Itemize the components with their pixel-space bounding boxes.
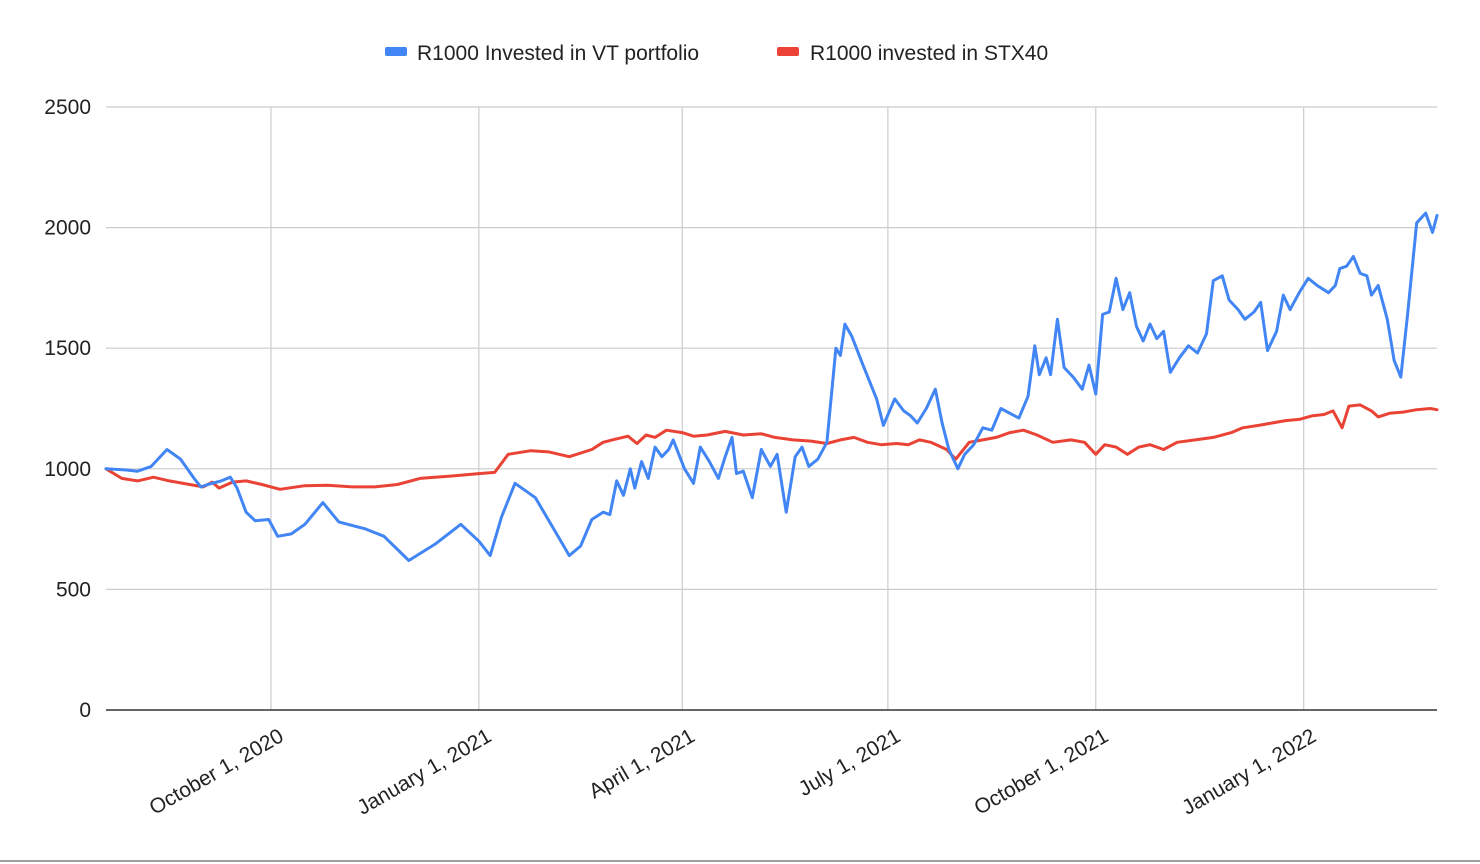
legend: R1000 Invested in VT portfolio R1000 inv… <box>385 42 1048 65</box>
x-tick-label: October 1, 2020 <box>146 724 288 819</box>
series-line-stx40 <box>104 403 1439 491</box>
x-tick-label: October 1, 2021 <box>970 724 1112 819</box>
legend-label-stx40: R1000 invested in STX40 <box>810 42 1048 65</box>
y-tick-label: 1500 <box>44 337 91 360</box>
y-axis-tick-labels: 0 500 1000 1500 2000 2500 <box>44 96 91 722</box>
bottom-divider <box>0 860 1480 862</box>
series-layer <box>104 211 1439 562</box>
y-tick-label: 1000 <box>44 458 91 481</box>
x-axis-tick-labels: October 1, 2020 January 1, 2021 April 1, 2… <box>146 724 1321 819</box>
y-gridlines <box>106 106 1437 591</box>
y-tick-label: 0 <box>79 699 91 722</box>
legend-swatch-stx40 <box>777 47 799 56</box>
y-tick-label: 2000 <box>44 217 91 240</box>
x-gridlines <box>270 107 1305 710</box>
legend-swatch-vt-portfolio <box>385 47 407 56</box>
y-tick-label: 500 <box>56 578 91 601</box>
x-tick-label: January 1, 2021 <box>353 724 495 819</box>
legend-label-vt-portfolio: R1000 Invested in VT portfolio <box>417 42 699 65</box>
series-line-vt-portfolio <box>104 211 1439 562</box>
x-tick-label: April 1, 2021 <box>585 724 699 803</box>
x-tick-label: July 1, 2021 <box>795 724 905 801</box>
y-tick-label: 2500 <box>44 96 91 119</box>
x-tick-label: January 1, 2022 <box>1178 724 1320 819</box>
